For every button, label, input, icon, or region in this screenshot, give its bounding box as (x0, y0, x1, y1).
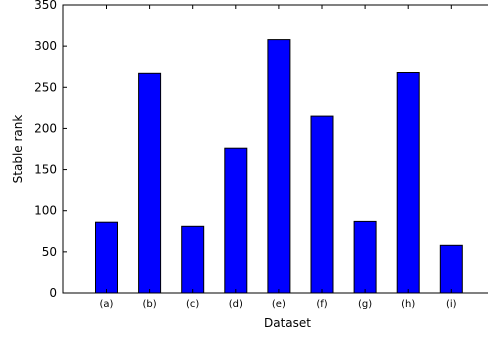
bar-g (353, 220, 377, 294)
x-tick-label: (c) (186, 299, 199, 310)
y-tick-label: 250 (34, 80, 57, 94)
bars (95, 39, 463, 294)
y-tick-label: 300 (34, 39, 57, 53)
y-tick-label: 350 (34, 0, 57, 12)
plot-area: 0 50 100 150 200 250 300 350 (a) (b) (c) (d) (e) (f)… (34, 0, 488, 310)
axis-frame (62, 4, 488, 294)
bar-a (95, 221, 118, 294)
x-tick-label: (a) (100, 299, 114, 310)
bar-e (267, 39, 291, 294)
y-axis-label: Stable rank (11, 115, 25, 184)
y-axis-ticks: 0 50 100 150 200 250 300 350 (34, 0, 67, 300)
x-axis-label: Dataset (264, 316, 311, 330)
bar-d (224, 147, 248, 294)
bar-c (181, 225, 205, 294)
bar-b (138, 72, 162, 294)
bar-f (310, 115, 334, 294)
y-tick-label: 100 (34, 204, 57, 218)
x-tick-label: (b) (143, 299, 157, 310)
x-tick-label: (i) (446, 299, 457, 310)
y-tick-label: 150 (34, 163, 57, 177)
x-tick-label: (g) (358, 299, 372, 310)
x-tick-label: (e) (272, 299, 286, 310)
x-tick-label: (d) (229, 299, 243, 310)
x-tick-label: (h) (401, 299, 415, 310)
y-tick-label: 200 (34, 121, 57, 135)
y-tick-label: 0 (49, 286, 57, 300)
bar-i (439, 244, 463, 294)
x-tick-label: (f) (316, 299, 327, 310)
x-axis-ticks: (a) (b) (c) (d) (e) (f) (g) (h) (i) (100, 5, 457, 310)
y-tick-label: 50 (42, 245, 57, 259)
bar-h (396, 72, 420, 294)
